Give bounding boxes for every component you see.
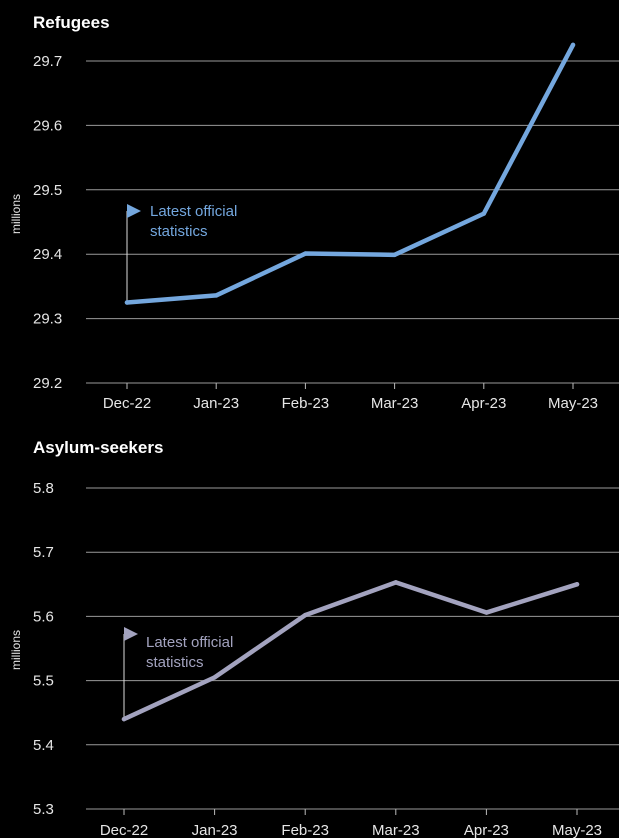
- x-tick-label: Dec-22: [103, 395, 151, 412]
- series-line: [124, 42, 576, 305]
- x-tick-label: Jan-23: [193, 395, 239, 412]
- x-tick-label: Feb-23: [281, 822, 329, 838]
- x-tick-label: Apr-23: [464, 822, 509, 838]
- x-tick-label: May-23: [548, 395, 598, 412]
- annotation-text-line2: statistics: [146, 654, 204, 671]
- x-tick-label: Jan-23: [192, 822, 238, 838]
- y-tick-label: 5.8: [33, 480, 54, 497]
- series-line: [121, 580, 580, 722]
- data-point: [303, 251, 308, 256]
- data-point: [392, 252, 397, 258]
- data-point: [124, 300, 130, 305]
- data-point: [570, 42, 576, 48]
- annotation-text-line1: Latest official: [150, 203, 237, 220]
- y-tick-label: 5.6: [33, 608, 54, 625]
- y-tick-label: 5.4: [33, 737, 54, 754]
- annotation-text-line2: statistics: [150, 223, 208, 240]
- data-point: [393, 580, 398, 585]
- y-tick-label: 29.4: [33, 246, 62, 263]
- chart-title: Refugees: [33, 13, 110, 32]
- x-tick-label: Dec-22: [100, 822, 148, 838]
- y-axis-label: millions: [9, 194, 23, 234]
- x-tick-label: Mar-23: [371, 395, 419, 412]
- data-point: [481, 211, 486, 216]
- x-tick-label: May-23: [552, 822, 602, 838]
- data-point: [303, 612, 308, 618]
- chart-panel-1: Refugees 29.7 29.6 29.5 29.4 29.3 29.2 millions…: [9, 13, 619, 412]
- x-tick-label: Feb-23: [282, 395, 330, 412]
- annotation-text-line1: Latest official: [146, 634, 233, 651]
- chart-title: Asylum-seekers: [33, 438, 163, 457]
- y-tick-label: 29.5: [33, 182, 62, 199]
- y-tick-label: 5.5: [33, 673, 54, 690]
- y-axis-label: millions: [9, 630, 23, 670]
- x-tick-label: Mar-23: [372, 822, 420, 838]
- y-tick-label: 29.2: [33, 375, 62, 392]
- x-tick-label: Apr-23: [461, 395, 506, 412]
- data-point: [212, 675, 217, 680]
- y-tick-label: 5.3: [33, 801, 54, 818]
- y-tick-label: 29.3: [33, 311, 62, 328]
- data-point: [214, 293, 219, 298]
- annotation-flag: [127, 204, 141, 218]
- y-tick-label: 29.7: [33, 53, 62, 70]
- y-tick-label: 5.7: [33, 544, 54, 561]
- annotation-flag: [124, 627, 138, 641]
- data-point: [574, 582, 580, 587]
- data-point: [121, 716, 127, 722]
- y-tick-label: 29.6: [33, 117, 62, 134]
- data-point: [484, 610, 489, 615]
- chart-panel-2: Asylum-seekers 5.8 5.7 5.6 5.5 5.4 5.3 millions…: [9, 438, 619, 838]
